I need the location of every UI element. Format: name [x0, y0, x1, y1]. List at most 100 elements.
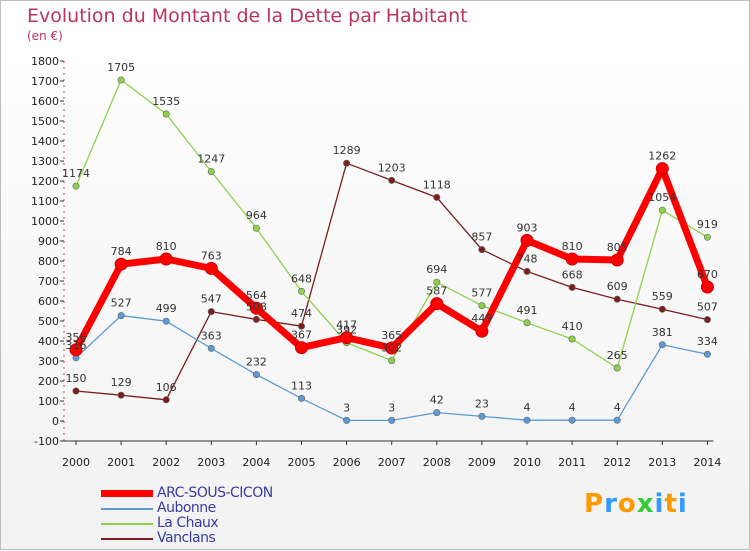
data-point [343, 159, 351, 167]
x-tick-label: 2011 [558, 456, 586, 469]
data-point [523, 267, 531, 275]
data-label: 763 [201, 249, 222, 262]
data-label: 748 [517, 252, 538, 265]
data-point [204, 261, 218, 275]
data-point [655, 162, 669, 176]
x-tick-label: 2013 [648, 456, 676, 469]
data-label: 668 [562, 268, 583, 281]
data-point [613, 416, 621, 424]
x-tick-label: 2008 [423, 456, 451, 469]
x-tick-label: 2001 [107, 456, 135, 469]
data-label: 810 [562, 240, 583, 253]
data-point [658, 305, 666, 313]
legend-swatch [101, 508, 153, 510]
data-point [433, 278, 441, 286]
data-point [162, 317, 170, 325]
data-label: 609 [607, 280, 628, 293]
data-point [388, 176, 396, 184]
data-point [117, 312, 125, 320]
x-tick-label: 2009 [468, 456, 496, 469]
legend-item-vanclans: Vanclans [101, 530, 341, 546]
data-point [162, 110, 170, 118]
y-tick-label: 1400 [31, 135, 59, 148]
data-point [703, 233, 711, 241]
data-label: 42 [430, 394, 444, 407]
proxiti-logo: Proxiti [584, 489, 688, 519]
data-label: 150 [66, 372, 87, 385]
y-tick-label: 300 [38, 355, 59, 368]
data-point [252, 315, 260, 323]
data-label: 1174 [62, 167, 90, 180]
logo-letter: t [664, 489, 678, 519]
y-tick-label: 1200 [31, 175, 59, 188]
data-label: 4 [524, 401, 531, 414]
data-point [385, 341, 399, 355]
data-label: 964 [246, 209, 267, 222]
data-label: 559 [652, 290, 673, 303]
legend-label: ARC-SOUS-CICON [157, 485, 273, 501]
data-point [658, 341, 666, 349]
y-tick-label: 400 [38, 335, 59, 348]
data-point [297, 287, 305, 295]
y-tick-label: 1500 [31, 115, 59, 128]
data-point [433, 409, 441, 417]
data-point [568, 335, 576, 343]
data-label: 4 [614, 401, 621, 414]
data-point [478, 246, 486, 254]
legend-item-arc-sous-cicon: ARC-SOUS-CICON [101, 485, 341, 501]
data-label: 784 [111, 245, 132, 258]
data-label: 527 [111, 297, 132, 310]
data-label: 334 [697, 335, 718, 348]
legend-label: La Chaux [157, 515, 219, 531]
x-tick-label: 2014 [693, 456, 721, 469]
data-point [207, 344, 215, 352]
data-label: 367 [291, 329, 312, 342]
y-tick-label: 200 [38, 375, 59, 388]
data-point [568, 416, 576, 424]
data-label: 507 [697, 301, 718, 314]
legend-item-la-chaux: La Chaux [101, 515, 341, 531]
data-label: 810 [156, 240, 177, 253]
y-tick-label: 1600 [31, 95, 59, 108]
y-tick-label: 100 [38, 395, 59, 408]
x-tick-label: 2012 [603, 456, 631, 469]
x-tick-label: 2000 [62, 456, 90, 469]
data-label: 805 [607, 241, 628, 254]
data-label: 449 [471, 312, 492, 325]
data-point [658, 206, 666, 214]
y-tick-label: 1000 [31, 215, 59, 228]
data-point [252, 224, 260, 232]
logo-letter: i [654, 489, 665, 519]
y-tick-label: 0 [52, 415, 59, 428]
data-label: 1535 [152, 95, 180, 108]
data-label: 113 [291, 379, 312, 392]
y-tick-label: 600 [38, 295, 59, 308]
data-label: 508 [246, 300, 267, 313]
data-label: 1203 [378, 161, 406, 174]
legend-swatch [101, 490, 153, 497]
data-label: 316 [66, 339, 87, 352]
data-point [433, 193, 441, 201]
data-label: 670 [697, 268, 718, 281]
data-label: 857 [471, 231, 492, 244]
data-point [159, 252, 173, 266]
data-point [475, 324, 489, 338]
data-point [523, 416, 531, 424]
data-point [340, 331, 354, 345]
data-label: 1247 [197, 153, 225, 166]
data-point [69, 343, 83, 357]
x-tick-label: 2004 [242, 456, 270, 469]
data-label: 491 [517, 304, 538, 317]
data-point [207, 168, 215, 176]
data-point [700, 280, 714, 294]
legend-swatch [101, 523, 153, 525]
data-label: 363 [201, 329, 222, 342]
logo-letter: o [617, 489, 637, 519]
y-tick-label: 700 [38, 275, 59, 288]
data-label: 302 [381, 342, 402, 355]
x-tick-label: 2005 [288, 456, 316, 469]
data-point [613, 364, 621, 372]
data-point [388, 416, 396, 424]
data-label: 1118 [423, 178, 451, 191]
